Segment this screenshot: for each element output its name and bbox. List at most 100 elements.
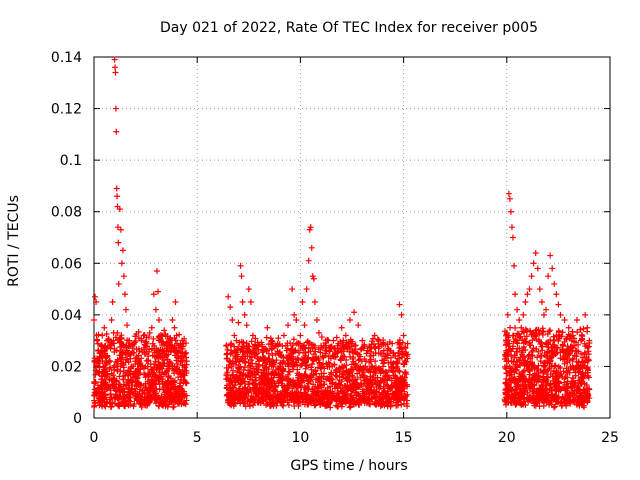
data-point (535, 348, 542, 355)
data-point (273, 393, 280, 400)
data-point (115, 280, 122, 287)
data-point (223, 385, 230, 392)
data-point (540, 311, 547, 318)
data-point (507, 367, 514, 374)
data-point (96, 384, 103, 391)
data-point (288, 360, 295, 367)
data-point (532, 327, 539, 334)
data-point (254, 363, 261, 370)
data-point (351, 385, 358, 392)
data-point (352, 379, 359, 386)
data-point (369, 335, 376, 342)
data-point (179, 368, 186, 375)
data-point (543, 373, 550, 380)
data-point (141, 351, 148, 358)
data-point (401, 388, 408, 395)
data-point (523, 383, 530, 390)
data-point (542, 368, 549, 375)
data-point (377, 377, 384, 384)
data-point (228, 395, 235, 402)
data-point (297, 362, 304, 369)
data-point (564, 354, 571, 361)
data-point (110, 329, 117, 336)
data-point (511, 352, 518, 359)
data-point (325, 337, 332, 344)
data-point (578, 371, 585, 378)
data-point (125, 397, 132, 404)
data-point (554, 369, 561, 376)
data-point (339, 399, 346, 406)
data-point (99, 332, 106, 339)
data-point (275, 366, 282, 373)
data-point (108, 340, 115, 347)
data-point (295, 401, 302, 408)
data-point (395, 379, 402, 386)
data-point (122, 306, 129, 313)
data-point (163, 342, 170, 349)
data-point (536, 386, 543, 393)
data-point (538, 343, 545, 350)
data-point (250, 395, 257, 402)
data-point (116, 373, 123, 380)
data-point (343, 339, 350, 346)
data-point (146, 329, 153, 336)
data-point (171, 324, 178, 331)
data-point (321, 381, 328, 388)
data-point (312, 399, 319, 406)
data-point (541, 360, 548, 367)
data-point (547, 380, 554, 387)
data-point (162, 331, 169, 338)
data-point (580, 375, 587, 382)
x-tick-label: 10 (291, 430, 309, 446)
data-point (364, 347, 371, 354)
data-point (334, 385, 341, 392)
data-point (297, 332, 304, 339)
data-point (106, 366, 113, 373)
data-point (377, 367, 384, 374)
data-point (145, 353, 152, 360)
data-point (169, 317, 176, 324)
data-point (565, 346, 572, 353)
data-point (147, 395, 154, 402)
data-point (575, 383, 582, 390)
data-point (352, 342, 359, 349)
data-point (147, 384, 154, 391)
data-point (92, 378, 99, 385)
data-point (518, 324, 525, 331)
data-point (235, 343, 242, 350)
data-point (520, 343, 527, 350)
data-point (526, 396, 533, 403)
data-point (553, 379, 560, 386)
data-point (131, 373, 138, 380)
data-point (180, 353, 187, 360)
data-point (228, 401, 235, 408)
data-point (252, 335, 259, 342)
data-point (141, 371, 148, 378)
data-point (309, 345, 316, 352)
data-point (582, 311, 589, 318)
data-point (578, 358, 585, 365)
data-point (548, 353, 555, 360)
data-point (260, 347, 267, 354)
data-point (354, 370, 361, 377)
data-point (142, 384, 149, 391)
data-point (346, 348, 353, 355)
data-point (147, 360, 154, 367)
data-point (528, 273, 535, 280)
data-point (388, 363, 395, 370)
data-point (366, 378, 373, 385)
data-point (104, 353, 111, 360)
data-point (138, 362, 145, 369)
data-point (577, 364, 584, 371)
data-point (116, 206, 123, 213)
data-point (279, 377, 286, 384)
data-point (254, 350, 261, 357)
data-point (310, 275, 317, 282)
data-point (530, 260, 537, 267)
data-point (238, 345, 245, 352)
data-point (565, 331, 572, 338)
data-point (391, 391, 398, 398)
data-point (291, 403, 298, 410)
data-point (522, 326, 529, 333)
